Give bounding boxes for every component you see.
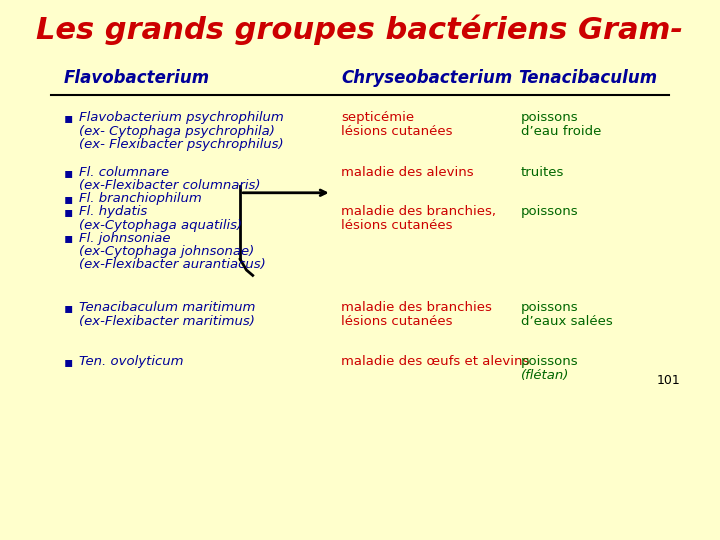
Text: poissons: poissons xyxy=(521,111,579,124)
Text: poissons: poissons xyxy=(521,355,579,368)
Text: d’eau froide: d’eau froide xyxy=(521,125,601,138)
Text: Fl. columnare: Fl. columnare xyxy=(79,166,169,179)
Text: Chryseobacterium: Chryseobacterium xyxy=(341,69,513,87)
Text: ▪: ▪ xyxy=(63,355,73,369)
Text: Flavobacterium: Flavobacterium xyxy=(63,69,210,87)
Text: maladie des œufs et alevins: maladie des œufs et alevins xyxy=(341,355,529,368)
Text: lésions cutanées: lésions cutanées xyxy=(341,125,453,138)
Text: poissons: poissons xyxy=(521,205,579,218)
Text: Tenacibaculum maritimum: Tenacibaculum maritimum xyxy=(79,301,256,314)
Text: (ex- Flexibacter psychrophilus): (ex- Flexibacter psychrophilus) xyxy=(79,138,284,151)
Text: (ex- Cytophaga psychrophila): (ex- Cytophaga psychrophila) xyxy=(79,125,275,138)
Text: ▪: ▪ xyxy=(63,231,73,245)
Text: ▪: ▪ xyxy=(63,301,73,315)
Text: maladie des alevins: maladie des alevins xyxy=(341,166,474,179)
Text: 101: 101 xyxy=(657,374,680,387)
Text: lésions cutanées: lésions cutanées xyxy=(341,315,453,328)
Text: lésions cutanées: lésions cutanées xyxy=(341,219,453,232)
Text: (ex-Cytophaga johnsonae): (ex-Cytophaga johnsonae) xyxy=(79,245,254,258)
Text: (ex-Flexibacter columnaris): (ex-Flexibacter columnaris) xyxy=(79,179,261,192)
Text: (flétan): (flétan) xyxy=(521,369,570,382)
Text: (ex-Flexibacter maritimus): (ex-Flexibacter maritimus) xyxy=(79,315,255,328)
Text: Fl. johnsoniae: Fl. johnsoniae xyxy=(79,232,171,245)
Text: Fl. hydatis: Fl. hydatis xyxy=(79,205,148,218)
Text: Flavobacterium psychrophilum: Flavobacterium psychrophilum xyxy=(79,111,284,124)
Text: (ex-Cytophaga aquatilis): (ex-Cytophaga aquatilis) xyxy=(79,219,243,232)
Text: d’eaux salées: d’eaux salées xyxy=(521,315,613,328)
Text: septicémie: septicémie xyxy=(341,111,414,124)
Text: Fl. branchiophilum: Fl. branchiophilum xyxy=(79,192,202,205)
Text: Tenacibaculum: Tenacibaculum xyxy=(518,69,657,87)
Text: truites: truites xyxy=(521,166,564,179)
Text: ▪: ▪ xyxy=(63,205,73,219)
Text: poissons: poissons xyxy=(521,301,579,314)
Text: Les grands groupes bactériens Gram-: Les grands groupes bactériens Gram- xyxy=(37,15,683,45)
Text: (ex-Flexibacter aurantiacus): (ex-Flexibacter aurantiacus) xyxy=(79,258,266,271)
Text: ▪: ▪ xyxy=(63,166,73,180)
Text: ▪: ▪ xyxy=(63,111,73,125)
Text: ▪: ▪ xyxy=(63,192,73,206)
Text: Ten. ovolyticum: Ten. ovolyticum xyxy=(79,355,184,368)
Text: maladie des branchies: maladie des branchies xyxy=(341,301,492,314)
Text: maladie des branchies,: maladie des branchies, xyxy=(341,205,496,218)
